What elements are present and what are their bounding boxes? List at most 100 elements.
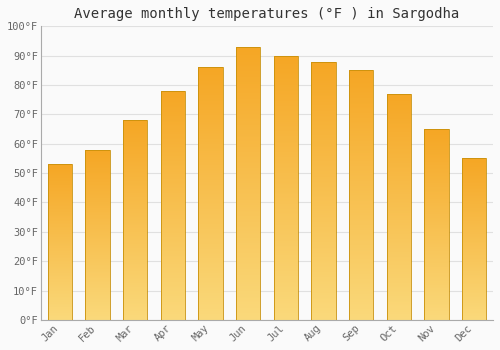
Bar [424, 299, 449, 300]
Bar [85, 251, 110, 252]
Bar [386, 225, 411, 226]
Bar [236, 216, 260, 218]
Bar [123, 218, 148, 219]
Bar [123, 282, 148, 283]
Bar [274, 99, 298, 100]
Bar [48, 278, 72, 279]
Bar [349, 250, 374, 251]
Bar [386, 188, 411, 189]
Bar [160, 224, 185, 225]
Bar [160, 220, 185, 222]
Bar [160, 210, 185, 211]
Bar [85, 210, 110, 211]
Bar [386, 268, 411, 269]
Bar [160, 273, 185, 274]
Bar [462, 235, 486, 236]
Bar [349, 188, 374, 189]
Bar [160, 159, 185, 160]
Bar [198, 84, 222, 85]
Bar [48, 284, 72, 285]
Bar [386, 130, 411, 131]
Bar [312, 130, 336, 131]
Bar [349, 228, 374, 229]
Bar [160, 307, 185, 308]
Bar [123, 179, 148, 180]
Bar [48, 239, 72, 240]
Bar [274, 60, 298, 61]
Bar [349, 86, 374, 88]
Bar [424, 275, 449, 276]
Bar [349, 269, 374, 270]
Bar [462, 202, 486, 203]
Bar [462, 217, 486, 218]
Bar [198, 238, 222, 239]
Bar [386, 237, 411, 239]
Bar [160, 249, 185, 250]
Bar [386, 296, 411, 297]
Bar [386, 261, 411, 262]
Bar [123, 295, 148, 296]
Bar [424, 218, 449, 219]
Bar [123, 150, 148, 151]
Bar [160, 235, 185, 236]
Bar [424, 136, 449, 137]
Bar [274, 127, 298, 128]
Bar [312, 79, 336, 81]
Bar [424, 226, 449, 228]
Bar [198, 194, 222, 195]
Bar [424, 184, 449, 186]
Bar [198, 315, 222, 316]
Bar [48, 185, 72, 186]
Bar [160, 225, 185, 226]
Bar [85, 169, 110, 170]
Bar [85, 241, 110, 243]
Bar [160, 200, 185, 201]
Bar [85, 164, 110, 165]
Bar [312, 247, 336, 249]
Bar [312, 165, 336, 166]
Bar [236, 63, 260, 65]
Bar [85, 298, 110, 299]
Bar [123, 208, 148, 209]
Bar [236, 67, 260, 69]
Bar [386, 289, 411, 290]
Bar [85, 158, 110, 159]
Bar [160, 181, 185, 182]
Bar [349, 296, 374, 297]
Bar [349, 104, 374, 105]
Bar [160, 198, 185, 200]
Bar [160, 149, 185, 150]
Bar [386, 172, 411, 173]
Bar [198, 174, 222, 175]
Bar [160, 217, 185, 218]
Bar [312, 196, 336, 197]
Bar [312, 281, 336, 282]
Bar [274, 123, 298, 124]
Bar [198, 305, 222, 306]
Bar [123, 259, 148, 260]
Bar [236, 115, 260, 117]
Bar [85, 316, 110, 317]
Bar [386, 315, 411, 316]
Bar [424, 258, 449, 259]
Bar [312, 144, 336, 146]
Bar [123, 315, 148, 316]
Bar [123, 160, 148, 161]
Bar [123, 231, 148, 232]
Bar [274, 177, 298, 178]
Bar [424, 146, 449, 147]
Bar [274, 262, 298, 263]
Bar [85, 306, 110, 307]
Bar [349, 93, 374, 94]
Bar [160, 240, 185, 241]
Bar [274, 267, 298, 268]
Bar [160, 101, 185, 102]
Bar [274, 88, 298, 89]
Bar [462, 252, 486, 253]
Bar [386, 247, 411, 249]
Bar [274, 306, 298, 307]
Bar [123, 198, 148, 199]
Bar [236, 301, 260, 302]
Bar [48, 268, 72, 270]
Bar [123, 196, 148, 197]
